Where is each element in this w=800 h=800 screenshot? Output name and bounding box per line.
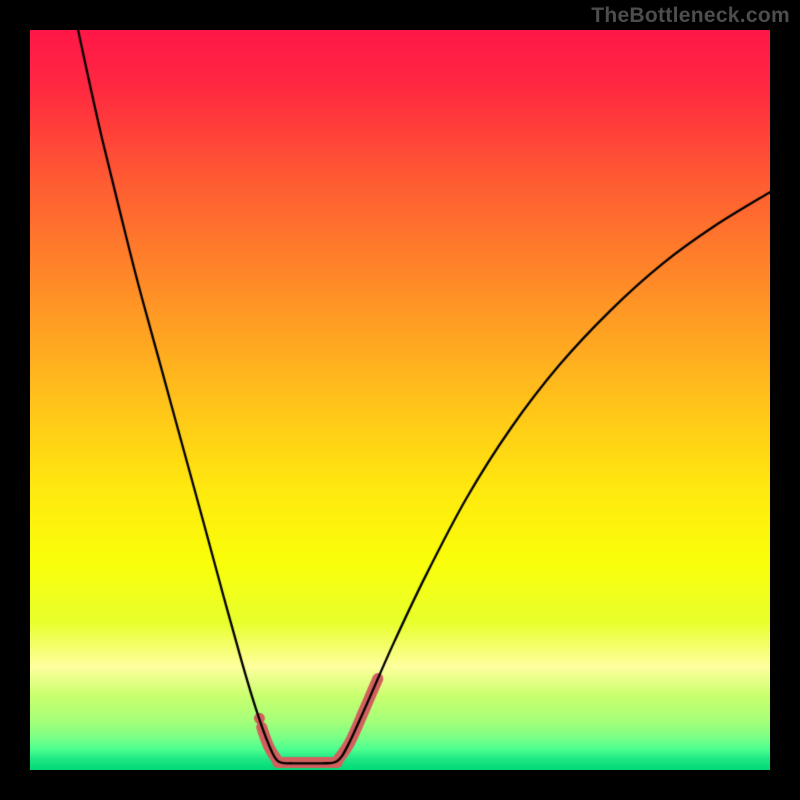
watermark-text: TheBottleneck.com xyxy=(591,4,790,28)
bottleneck-curve-canvas xyxy=(30,30,770,770)
chart-stage: TheBottleneck.com xyxy=(0,0,800,800)
plot-area xyxy=(30,30,770,770)
